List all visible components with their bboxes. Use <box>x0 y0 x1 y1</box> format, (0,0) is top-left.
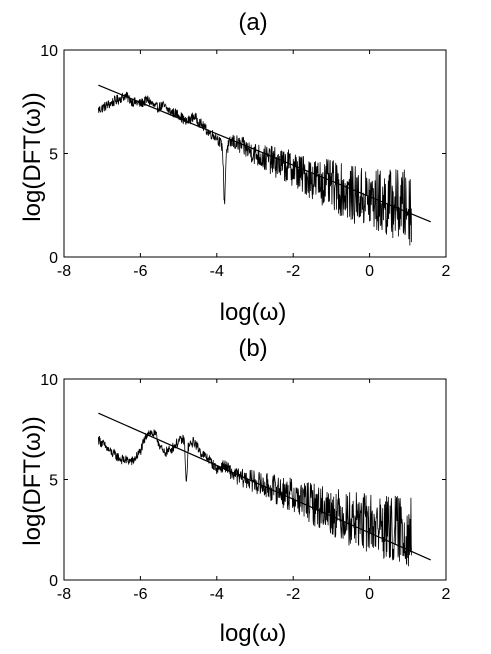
spectrum-line-b <box>97 429 413 567</box>
y-tick-label: 10 <box>40 43 58 60</box>
x-tick-label: 2 <box>442 586 451 603</box>
panel-b: (b) log(ω) log(DFT(ω)) -8 -6 -4 -2 0 2 0 5 10 <box>19 335 451 647</box>
y-axis-label-a: log(DFT(ω)) <box>19 92 46 221</box>
spectrum-line-a <box>97 91 413 246</box>
x-tick-label: -8 <box>57 586 71 603</box>
y-tick-label: 5 <box>49 147 58 164</box>
panel-title-a: (a) <box>238 9 267 36</box>
x-tick-label: -6 <box>133 263 147 280</box>
y-tick-label: 0 <box>49 573 58 590</box>
plot-frame-a <box>63 49 447 258</box>
y-tick-label: 5 <box>49 473 58 490</box>
x-tick-label: -4 <box>210 263 224 280</box>
x-tick-label: -2 <box>286 263 300 280</box>
y-axis-label-b: log(DFT(ω)) <box>19 416 46 545</box>
x-axis-label-b: log(ω) <box>220 620 287 647</box>
y-tick-label: 10 <box>40 372 58 389</box>
panel-title-b: (b) <box>238 335 267 362</box>
x-tick-label: -6 <box>133 586 147 603</box>
x-tick-label: -4 <box>210 586 224 603</box>
y-tick-label: 0 <box>49 250 58 267</box>
x-tick-label: -2 <box>286 586 300 603</box>
x-tick-label: -8 <box>57 263 71 280</box>
x-tick-label: 0 <box>365 586 374 603</box>
panel-a: (a) log(ω) log(DFT(ω)) -8 -6 -4 -2 0 2 0 5 10 <box>19 9 451 326</box>
plot-frame-b <box>63 378 447 581</box>
x-tick-label: 0 <box>365 263 374 280</box>
fit-line-a <box>98 84 431 223</box>
x-tick-label: 2 <box>442 263 451 280</box>
x-axis-label-a: log(ω) <box>220 299 287 326</box>
fit-line-b <box>98 412 431 561</box>
